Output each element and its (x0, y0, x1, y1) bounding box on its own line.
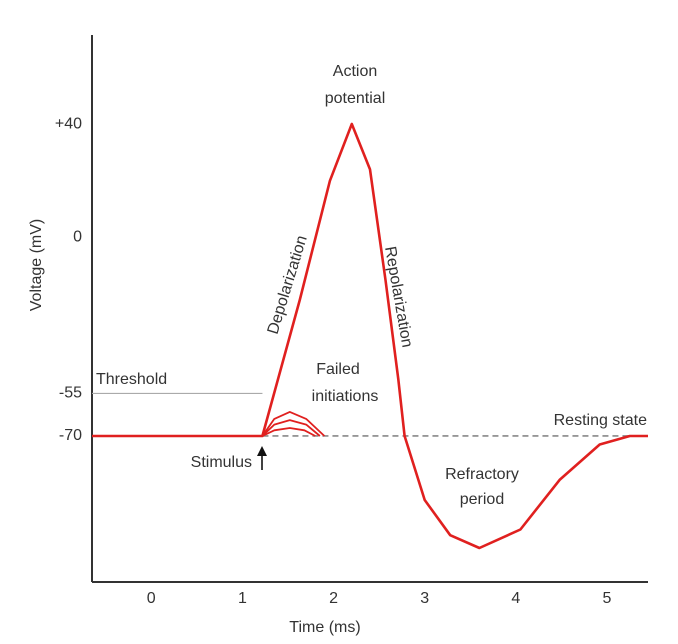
annotation: Refractory (445, 466, 519, 483)
x-axis-label: Time (ms) (289, 619, 360, 636)
annotation: initiations (312, 388, 379, 405)
stimulus-arrowhead (257, 446, 267, 456)
annotation: period (460, 491, 504, 508)
x-tick-label: 5 (603, 590, 612, 607)
x-tick-label: 2 (329, 590, 338, 607)
y-tick-label: -70 (59, 427, 82, 444)
annotation: Failed (316, 361, 360, 378)
annotation: Threshold (96, 371, 167, 388)
annotation: Resting state (554, 412, 647, 429)
annotation: potential (325, 90, 386, 107)
y-tick-label: 0 (73, 229, 82, 246)
x-tick-label: 1 (238, 590, 247, 607)
line (92, 122, 648, 550)
x-tick-label: 0 (147, 590, 156, 607)
line (261, 419, 321, 437)
x-tick-label: 3 (420, 590, 429, 607)
annotation: Action (333, 63, 377, 80)
line (262, 427, 316, 437)
x-tick-label: 4 (511, 590, 520, 607)
y-tick-label: -55 (59, 385, 82, 402)
y-axis-label: Voltage (mV) (28, 219, 45, 311)
y-tick-label: +40 (55, 115, 82, 132)
line (261, 411, 326, 437)
annotation: Stimulus (191, 454, 252, 471)
